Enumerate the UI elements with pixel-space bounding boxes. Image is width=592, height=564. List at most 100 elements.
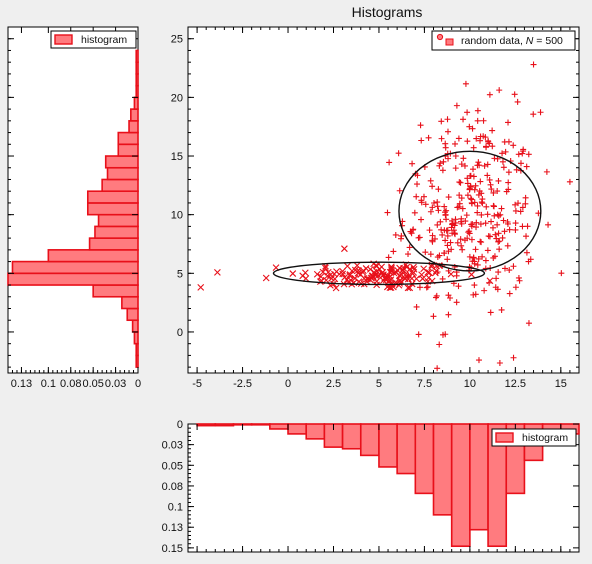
scatter-point-plus <box>458 220 465 227</box>
histogram-bar <box>11 260 139 275</box>
left-histogram-panel: 0.13 0.1 0.08 0.05 0.03 0 histogram <box>7 26 141 390</box>
scatter-point-plus <box>490 189 497 196</box>
scatter-point-x <box>387 266 395 273</box>
legend-box <box>431 30 576 51</box>
scatter-point-plus <box>505 179 512 186</box>
scatter-point-plus <box>517 160 524 167</box>
scatter-point-x <box>364 275 371 282</box>
scatter-point-plus <box>429 238 436 245</box>
scatter-point-plus <box>504 242 511 249</box>
scatter-point-plus <box>488 186 495 193</box>
scatter-point-plus <box>484 161 491 168</box>
scatter-point-plus <box>422 249 429 256</box>
scatter-point-plus <box>506 267 513 274</box>
legend-swatch <box>54 34 73 45</box>
scatter-point-plus <box>523 163 530 170</box>
scatter-point-plus <box>472 291 479 298</box>
scatter-point-plus <box>449 230 456 237</box>
scatter-point-plus <box>489 224 496 231</box>
histogram-bar <box>94 225 139 239</box>
y-tick-label: 5 <box>177 268 183 280</box>
histogram-bar <box>101 178 139 193</box>
scatter-point-plus <box>522 194 529 201</box>
scatter-point-plus <box>448 246 455 253</box>
scatter-point-plus <box>466 230 473 237</box>
scatter-point-plus <box>425 134 432 141</box>
scatter-point-plus <box>430 199 437 206</box>
scatter-point-plus <box>436 162 443 169</box>
scatter-point-plus <box>466 253 473 260</box>
legend-marker-square <box>445 38 454 46</box>
confidence-ellipse <box>272 261 486 286</box>
plot-area <box>187 26 580 374</box>
histogram-bar <box>341 423 362 450</box>
scatter-point-plus <box>475 255 482 262</box>
x-tick-label: -2.5 <box>233 378 252 390</box>
scatter-point-x <box>380 271 387 279</box>
scatter-point-plus <box>455 283 462 290</box>
scatter-point-plus <box>452 140 459 147</box>
scatter-point-plus <box>461 237 468 244</box>
scatter-point-plus <box>437 218 444 225</box>
scatter-point-x <box>410 263 417 271</box>
scatter-point-plus <box>475 159 482 166</box>
histogram-bar <box>396 423 417 475</box>
histogram-bar <box>86 190 139 204</box>
scatter-point-x <box>420 265 428 273</box>
histogram-bar <box>305 423 326 440</box>
scatter-point-plus <box>512 220 519 227</box>
scatter-point-plus <box>467 195 474 202</box>
scatter-point-x <box>262 274 270 282</box>
scatter-point-plus <box>525 151 532 158</box>
histogram-bar <box>359 423 380 457</box>
y-tick-label: 0.05 <box>162 460 183 472</box>
scatter-point-plus <box>523 233 530 240</box>
scatter-point-plus <box>470 166 477 173</box>
scatter-point-plus <box>505 119 512 126</box>
scatter-point-x <box>197 283 205 291</box>
scatter-point-plus <box>459 205 466 212</box>
scatter-point-plus <box>513 166 520 173</box>
histogram-bar <box>196 423 217 427</box>
x-tick-label: 0.05 <box>82 378 103 390</box>
scatter-point-plus <box>482 220 489 227</box>
scatter-point-plus <box>456 200 463 207</box>
scatter-point-plus <box>445 194 452 201</box>
scatter-point-x <box>328 275 335 282</box>
scatter-point-plus <box>496 238 503 245</box>
scatter-point-x <box>354 269 362 277</box>
scatter-point-x <box>332 284 340 292</box>
scatter-point-plus <box>429 204 436 211</box>
scatter-point-plus <box>524 223 531 230</box>
scatter-point-plus <box>442 140 449 147</box>
scatter-point-plus <box>505 169 512 176</box>
scatter-point-plus <box>545 221 552 228</box>
histogram-bar <box>121 295 139 310</box>
scatter-point-plus <box>486 91 493 98</box>
scatter-point-plus <box>494 221 501 228</box>
histogram-bar <box>432 423 453 516</box>
histogram-bar <box>135 49 139 63</box>
scatter-point-x <box>404 284 412 292</box>
y-tick-label: 0.03 <box>162 440 183 452</box>
scatter-point-plus <box>440 158 447 165</box>
scatter-point-x <box>324 268 332 276</box>
histogram-bar <box>128 120 139 134</box>
histogram-bar <box>469 423 489 531</box>
scatter-point-x <box>214 268 221 276</box>
scatter-point-plus <box>458 195 465 202</box>
scatter-point-plus <box>434 221 441 228</box>
scatter-point-plus <box>405 272 412 279</box>
scatter-point-x <box>410 269 418 276</box>
scatter-point-plus <box>444 242 451 249</box>
scatter-point-plus <box>445 311 452 318</box>
histogram-bar <box>126 307 139 322</box>
scatter-point-plus <box>452 152 459 159</box>
scatter-point-plus <box>453 102 460 109</box>
scatter-point-plus <box>485 233 492 240</box>
scatter-point-plus <box>477 238 484 245</box>
histogram-bar <box>133 96 139 110</box>
scatter-point-plus <box>464 138 471 145</box>
bottom-histogram-panel: 0 0.03 0.05 0.08 0.1 0.13 0.15 histogram <box>162 419 580 555</box>
scatter-point-plus <box>406 244 413 251</box>
